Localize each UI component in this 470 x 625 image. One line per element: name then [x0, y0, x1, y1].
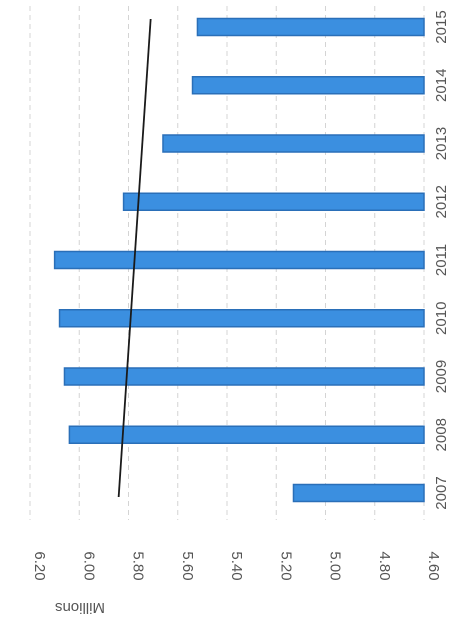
- category-label-2011: 2011: [433, 244, 450, 276]
- category-label-2009: 2009: [433, 360, 450, 393]
- bar-2011: [53, 250, 425, 270]
- category-label-2012: 2012: [433, 185, 450, 218]
- bars: [53, 17, 425, 503]
- category-label-2013: 2013: [433, 127, 450, 160]
- value-tick-label: 5.00: [327, 551, 344, 580]
- category-label-2010: 2010: [433, 302, 450, 335]
- bar-2012: [122, 192, 425, 211]
- trendline: [117, 18, 152, 498]
- value-tick-label: 4.80: [376, 551, 393, 580]
- bar-2013: [162, 134, 425, 153]
- bar-2014: [191, 76, 425, 95]
- bar-2007: [292, 483, 425, 503]
- category-label-2007: 2007: [433, 476, 450, 509]
- value-tick-label: 6.00: [80, 551, 97, 580]
- bar-2010: [58, 309, 425, 328]
- trendline-line: [117, 18, 152, 498]
- value-tick-label: 6.20: [31, 551, 48, 580]
- value-axis-ticks: 4.60 4.80 5.00 5.20 5.40 5.60 5.80 6.00 6.20: [31, 551, 442, 580]
- value-tick-label: 5.20: [277, 551, 294, 580]
- value-tick-label: 5.60: [179, 551, 196, 580]
- category-label-2014: 2014: [433, 69, 450, 102]
- bar-2015: [196, 17, 425, 37]
- category-label-2015: 2015: [433, 10, 450, 43]
- category-axis-labels: 2007 2008 2009 2010 2011 2012 2013 2014 2015: [433, 10, 450, 509]
- bar-2009: [63, 367, 425, 386]
- value-tick-label: 5.40: [228, 551, 245, 580]
- value-axis-title: Millions: [55, 599, 105, 616]
- value-tick-label: 5.80: [130, 551, 147, 580]
- value-tick-label: 4.60: [425, 551, 442, 580]
- bar-2008: [68, 425, 425, 444]
- category-label-2008: 2008: [433, 418, 450, 451]
